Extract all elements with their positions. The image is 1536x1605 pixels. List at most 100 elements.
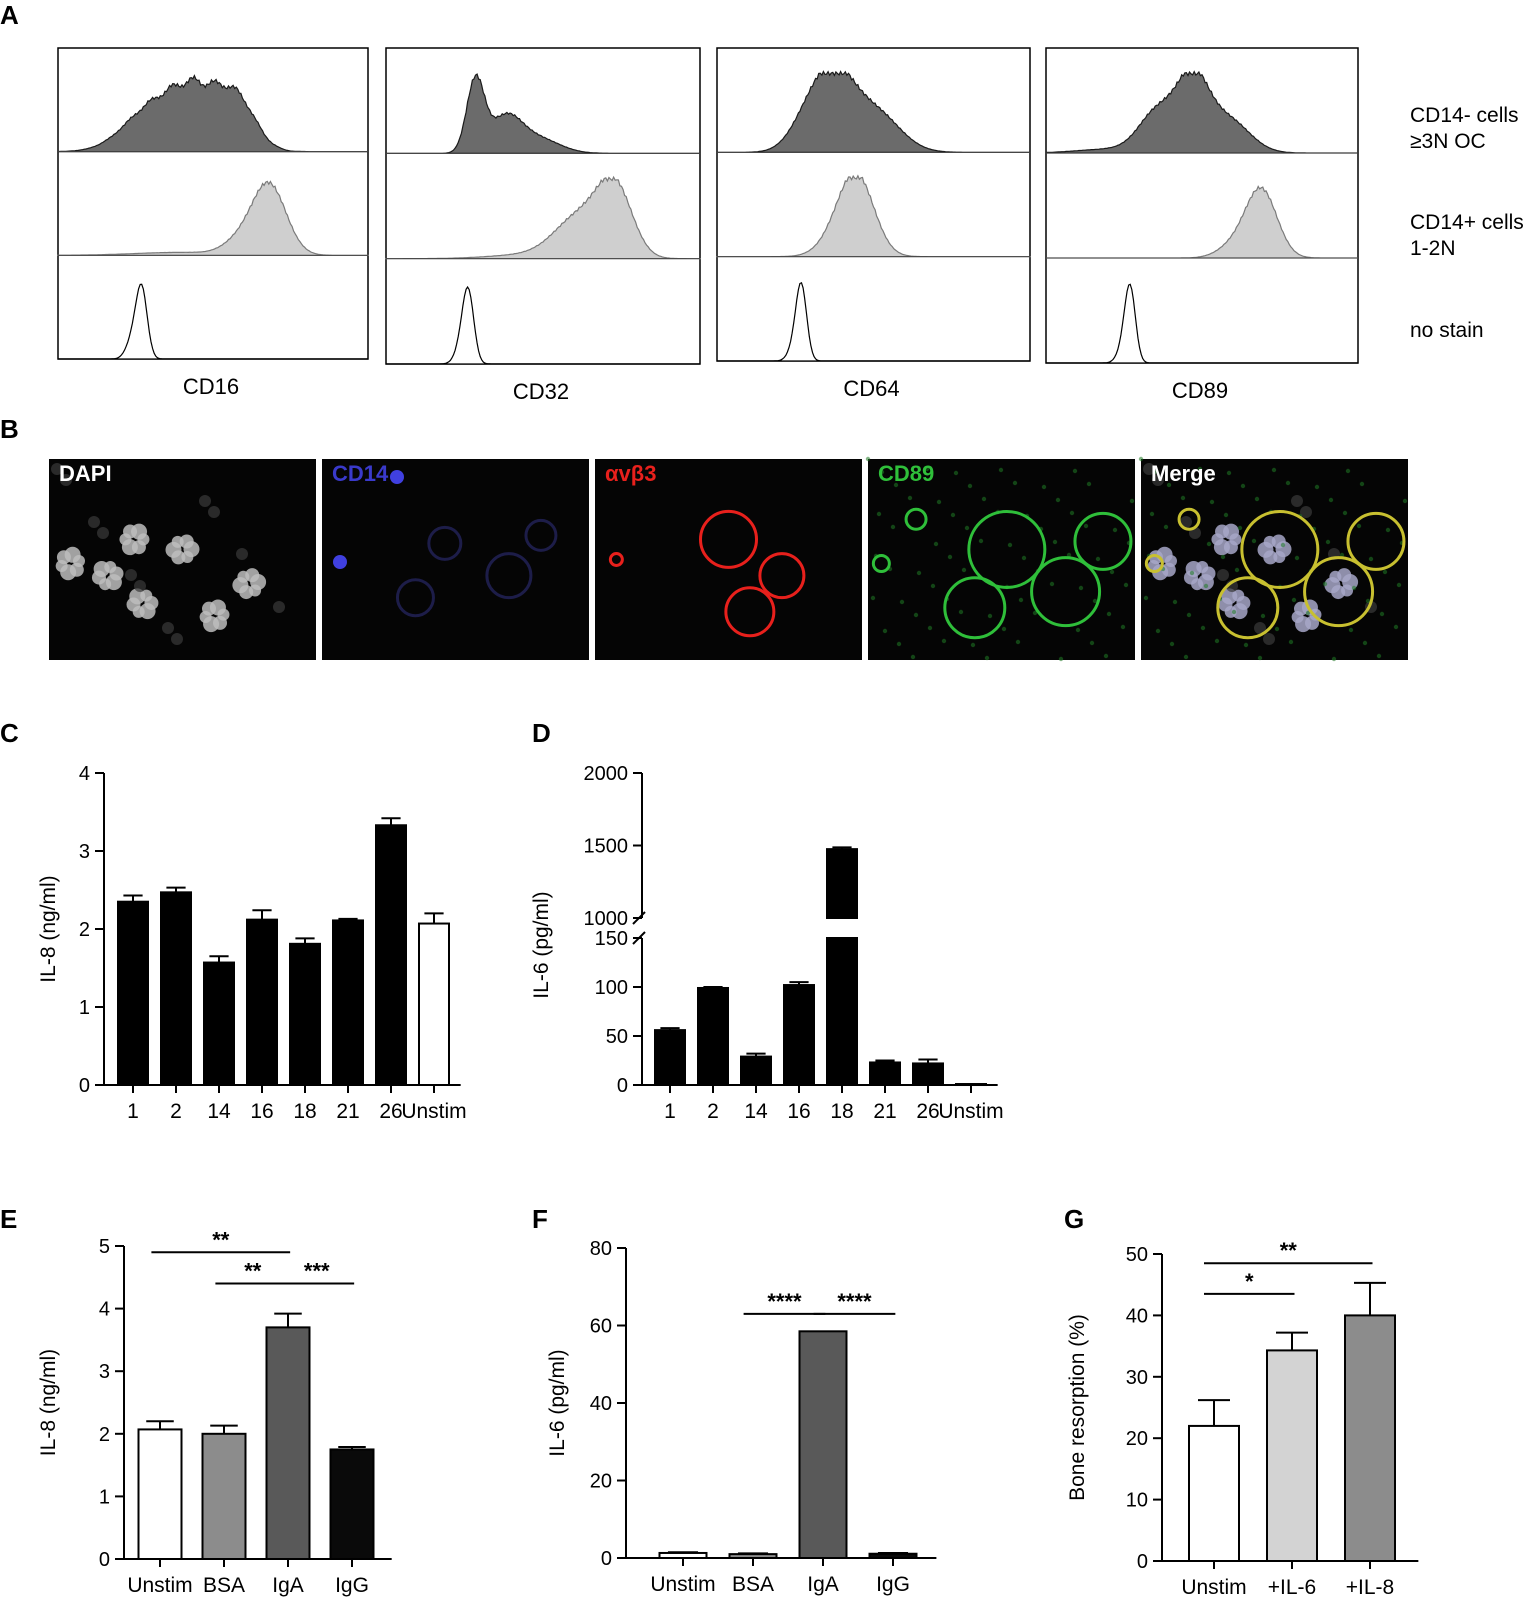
y-tick-label: 50 <box>606 1026 628 1048</box>
y-tick-label: 0 <box>79 1075 90 1097</box>
background-speck <box>1200 625 1206 631</box>
micro-panel-cd89: CD89 <box>865 456 1135 662</box>
background-speck <box>1075 627 1081 633</box>
background-speck <box>1274 626 1280 632</box>
background-speck <box>1066 552 1072 558</box>
background-speck <box>1291 495 1303 507</box>
background-speck <box>1129 498 1135 504</box>
histogram-nostain <box>1046 283 1358 364</box>
y-axis-label: IL-8 (ng/ml) <box>37 1349 60 1456</box>
background-speck <box>1223 512 1229 518</box>
background-speck <box>927 625 933 631</box>
background-speck <box>1356 523 1362 529</box>
x-tick-label: Unstim <box>401 1100 466 1123</box>
background-speck <box>1180 495 1186 501</box>
x-tick-label: IgG <box>335 1574 369 1597</box>
background-speck <box>1138 456 1144 462</box>
marker-label-cd16: CD16 <box>183 374 239 399</box>
background-speck <box>1109 569 1115 575</box>
row-label-cd14pos-line2: 1-2N <box>1410 237 1456 260</box>
cell-membrane <box>699 509 758 569</box>
background-speck <box>171 633 183 645</box>
background-speck <box>1172 599 1178 605</box>
background-speck <box>936 499 942 505</box>
background-speck <box>967 483 973 489</box>
micro-panel-dapi: DAPI <box>49 459 316 660</box>
bar-16 <box>783 984 815 1086</box>
cell-membrane <box>1303 556 1375 628</box>
x-tick-label: 26 <box>916 1100 939 1123</box>
cd14-cell <box>524 518 558 552</box>
significance-label: * <box>1245 1269 1254 1294</box>
panel-letter-d: D <box>532 718 551 748</box>
micro-channel-label: CD89 <box>878 461 934 486</box>
micro-channel-label: Merge <box>1151 461 1216 486</box>
background-speck <box>958 609 964 615</box>
micro-channel-label: αvβ3 <box>605 461 656 486</box>
y-tick-label: 40 <box>1126 1305 1148 1327</box>
background-speck <box>1143 595 1149 601</box>
panel-a-row-labels: CD14- cells ≥3N OC CD14+ cells 1-2N no s… <box>1410 104 1524 342</box>
cell-membrane <box>1144 554 1164 574</box>
background-speck <box>51 463 63 475</box>
background-speck <box>1152 474 1164 486</box>
cell-membrane <box>1216 576 1280 640</box>
y-tick-label: 20 <box>1126 1428 1148 1450</box>
background-speck <box>1365 598 1371 604</box>
background-speck <box>1339 552 1345 558</box>
background-speck <box>1351 585 1357 591</box>
background-speck <box>1180 516 1192 528</box>
background-speck <box>199 495 211 507</box>
background-speck <box>1041 484 1047 490</box>
nucleus <box>131 523 148 540</box>
background-speck <box>961 567 967 573</box>
x-tick-label: Unstim <box>1181 1576 1246 1599</box>
x-tick-label: +IL-8 <box>1346 1576 1394 1599</box>
micro-panel-αvβ3: αvβ3 <box>595 459 862 660</box>
background-speck <box>1206 541 1212 547</box>
bar-1 <box>117 900 149 1087</box>
cell-membrane <box>1177 507 1201 531</box>
background-speck <box>916 570 922 576</box>
background-speck <box>1240 483 1246 489</box>
background-speck <box>1393 624 1399 630</box>
background-speck <box>1226 470 1232 476</box>
panel-letter-a: A <box>0 0 19 30</box>
chart-f-il6-stimuli: 0 20 40 60 80 IL-6 (pg/ml) Unstim BSA IgA IgG ****… <box>546 1238 937 1596</box>
background-speck <box>1149 511 1155 517</box>
y-tick-label: 20 <box>590 1471 612 1493</box>
significance-label: ** <box>244 1259 262 1284</box>
cell-membrane <box>967 509 1047 589</box>
y-tick-label: 3 <box>79 841 90 863</box>
nucleus <box>1185 560 1202 577</box>
background-speck <box>1243 642 1249 648</box>
cell-membrane <box>724 586 776 638</box>
bar-unstim <box>658 1551 708 1560</box>
x-tick-label: BSA <box>732 1573 774 1596</box>
background-speck <box>1331 656 1337 662</box>
bar-unstim <box>1188 1424 1240 1563</box>
background-speck <box>950 512 956 518</box>
background-speck <box>1231 609 1237 615</box>
background-speck <box>273 601 285 613</box>
background-speck <box>1012 480 1018 486</box>
background-speck <box>1291 597 1297 603</box>
background-speck <box>1368 556 1374 562</box>
background-speck <box>1362 640 1368 646</box>
background-speck <box>865 456 871 462</box>
background-speck <box>1197 466 1203 472</box>
bar-bsa <box>201 1432 247 1561</box>
bar-igg <box>329 1448 375 1560</box>
panel-letter-e: E <box>0 1204 17 1234</box>
x-tick-label: +IL-6 <box>1268 1576 1316 1599</box>
histogram-nostain <box>58 283 368 360</box>
y-tick-label: 2000 <box>584 763 629 785</box>
micro-panel-merge: Merge <box>1138 456 1408 662</box>
x-tick-label: IgG <box>876 1573 910 1596</box>
background-speck <box>1214 638 1220 644</box>
bar-2 <box>697 986 729 1086</box>
x-tick-label: 16 <box>787 1100 810 1123</box>
background-speck <box>907 495 913 501</box>
